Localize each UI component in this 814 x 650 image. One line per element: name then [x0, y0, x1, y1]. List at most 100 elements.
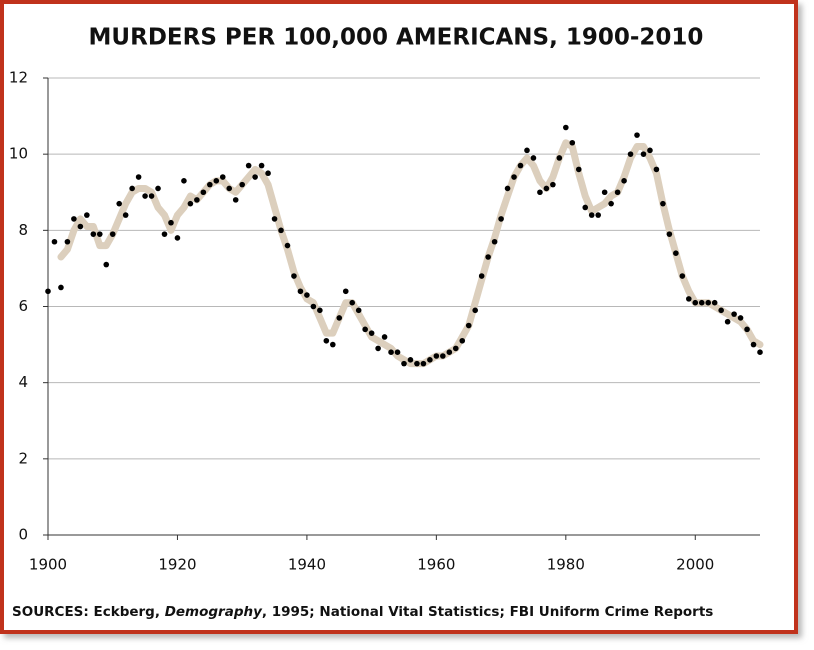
- data-point: [511, 174, 517, 180]
- data-point: [142, 193, 148, 199]
- data-point: [575, 166, 582, 173]
- data-point: [660, 200, 666, 207]
- data-point: [291, 273, 297, 279]
- data-point: [724, 318, 731, 325]
- data-point: [232, 197, 239, 203]
- data-point: [737, 315, 744, 321]
- data-point: [705, 299, 712, 306]
- data-point: [744, 326, 750, 333]
- data-point: [608, 200, 614, 207]
- data-point: [297, 288, 304, 295]
- data-point: [640, 151, 647, 157]
- data-point: [757, 349, 763, 356]
- data-point: [485, 254, 491, 260]
- data-point: [84, 212, 90, 218]
- data-point: [407, 357, 414, 363]
- data-point: [278, 227, 284, 234]
- data-point: [614, 189, 621, 196]
- data-point: [122, 212, 129, 218]
- data-point: [45, 288, 51, 295]
- data-point: [213, 178, 220, 184]
- data-point: [200, 189, 207, 196]
- data-point: [537, 189, 543, 196]
- data-point: [304, 292, 310, 298]
- data-point: [679, 273, 686, 279]
- data-point: [692, 299, 699, 306]
- data-point: [174, 235, 181, 241]
- data-point: [459, 337, 466, 344]
- data-point: [155, 185, 161, 192]
- chart-title: MURDERS PER 100,000 AMERICANS, 1900-2010: [89, 25, 704, 51]
- data-point: [116, 200, 122, 207]
- x-tick-label: 1900: [29, 556, 67, 574]
- data-point: [452, 345, 459, 352]
- source: SOURCES: Eckberg, Demography, 1995; Nati…: [12, 604, 713, 620]
- data-point: [556, 155, 563, 161]
- data-point: [219, 174, 226, 180]
- data-point: [103, 261, 110, 268]
- data-point: [258, 162, 265, 169]
- data-point: [207, 181, 213, 188]
- data-point: [77, 223, 84, 230]
- data-point: [168, 219, 174, 226]
- y-tick-label: 0: [18, 526, 28, 544]
- data-point: [342, 288, 349, 295]
- data-point: [252, 174, 258, 180]
- data-point: [317, 307, 323, 314]
- data-point: [401, 360, 407, 367]
- data-point: [368, 330, 375, 336]
- data-point: [310, 303, 317, 310]
- data-point: [524, 147, 530, 154]
- data-point: [90, 231, 97, 237]
- data-point: [530, 155, 537, 161]
- data-point: [621, 178, 627, 184]
- data-point: [634, 132, 640, 138]
- trend-line: [57, 139, 764, 368]
- data-point: [465, 322, 472, 329]
- source-part: SOURCES: Eckberg,: [12, 604, 165, 620]
- data-point: [355, 307, 362, 314]
- data-point: [58, 284, 64, 291]
- data-point: [394, 349, 401, 356]
- data-point: [627, 151, 634, 157]
- data-point: [239, 181, 245, 188]
- y-tick-label: 6: [18, 297, 28, 315]
- data-point: [504, 185, 511, 192]
- x-tick-label: 1920: [158, 556, 196, 574]
- data-point: [129, 185, 135, 192]
- y-tick-label: 2: [18, 449, 28, 467]
- data-point: [595, 212, 601, 218]
- data-point: [491, 238, 498, 245]
- data-point: [588, 212, 595, 218]
- data-point: [569, 139, 576, 146]
- y-tick-label: 10: [9, 145, 28, 163]
- data-point: [582, 204, 589, 211]
- data-point: [478, 273, 485, 279]
- x-tick-label: 1980: [547, 556, 585, 574]
- data-point: [673, 250, 679, 256]
- source-part: , 1995; National Vital Statistics; FBI U…: [262, 604, 713, 620]
- data-point: [109, 231, 116, 237]
- data-point: [194, 197, 200, 203]
- y-tick-label: 12: [9, 69, 28, 87]
- y-tick-label: 8: [18, 221, 28, 239]
- data-point: [647, 147, 653, 154]
- data-point: [330, 341, 336, 348]
- data-point: [472, 307, 479, 314]
- data-point: [718, 307, 724, 314]
- data-point: [686, 296, 692, 302]
- data-point: [245, 162, 252, 169]
- frame: [0, 0, 798, 634]
- data-point: [381, 334, 388, 340]
- data-point: [563, 124, 569, 131]
- data-point: [698, 299, 705, 306]
- data-point: [226, 185, 233, 192]
- x-tick-label: 1960: [417, 556, 455, 574]
- data-point: [96, 231, 103, 237]
- data-point: [148, 193, 155, 199]
- data-point: [427, 357, 433, 363]
- data-point: [51, 238, 58, 245]
- data-point: [420, 360, 427, 367]
